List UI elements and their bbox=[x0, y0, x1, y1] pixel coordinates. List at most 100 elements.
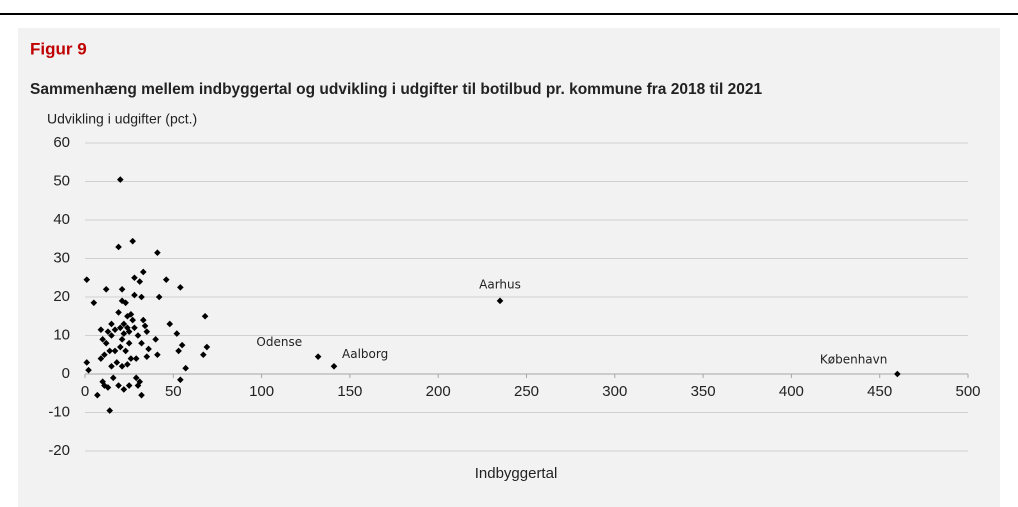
point bbox=[139, 268, 147, 276]
point bbox=[118, 336, 126, 343]
figure-label: Figur 9 bbox=[30, 39, 87, 58]
x-tick-label: 300 bbox=[602, 383, 627, 400]
point bbox=[90, 299, 98, 307]
point bbox=[104, 384, 112, 391]
point bbox=[118, 286, 126, 293]
point bbox=[122, 347, 129, 355]
point bbox=[97, 355, 105, 362]
x-tick-label: 50 bbox=[165, 383, 182, 400]
point bbox=[127, 355, 135, 362]
x-tick-label: 400 bbox=[779, 383, 804, 400]
point bbox=[106, 407, 114, 414]
point bbox=[182, 364, 189, 372]
point bbox=[102, 286, 110, 293]
point bbox=[154, 249, 161, 257]
point bbox=[104, 328, 112, 335]
y-tick-label: 0 bbox=[62, 365, 70, 382]
point bbox=[115, 243, 122, 251]
annotation: København bbox=[820, 353, 887, 367]
point bbox=[132, 374, 140, 382]
point bbox=[131, 324, 138, 332]
point bbox=[894, 370, 901, 378]
point bbox=[101, 351, 108, 359]
point bbox=[124, 361, 131, 368]
x-axis-label: Indbyggertal bbox=[475, 465, 558, 482]
x-tick-label: 150 bbox=[337, 383, 362, 400]
point bbox=[141, 322, 149, 330]
panel bbox=[18, 28, 1000, 507]
point bbox=[125, 328, 133, 335]
point bbox=[101, 382, 108, 389]
x-tick-label: 200 bbox=[426, 383, 451, 400]
annotation: Aarhus bbox=[479, 277, 521, 291]
x-tick-label: 250 bbox=[514, 383, 539, 400]
point bbox=[131, 291, 138, 299]
point bbox=[125, 382, 133, 389]
point bbox=[136, 278, 144, 285]
point bbox=[99, 336, 106, 343]
point bbox=[155, 293, 163, 301]
point bbox=[138, 293, 145, 301]
x-tick-label: 350 bbox=[691, 383, 716, 400]
point bbox=[134, 332, 142, 339]
point bbox=[125, 339, 133, 347]
point bbox=[131, 274, 138, 282]
point bbox=[200, 351, 207, 359]
point bbox=[118, 363, 126, 370]
point bbox=[175, 347, 182, 355]
point bbox=[83, 276, 91, 283]
point bbox=[124, 324, 131, 332]
point bbox=[177, 376, 184, 384]
y-tick-label: -20 bbox=[48, 442, 70, 459]
y-tick-label: 50 bbox=[53, 172, 70, 189]
point bbox=[117, 343, 124, 351]
point bbox=[115, 382, 122, 389]
point bbox=[111, 347, 119, 355]
point bbox=[120, 386, 128, 393]
point bbox=[162, 276, 170, 283]
point bbox=[138, 339, 145, 347]
y-tick-label: 10 bbox=[53, 326, 70, 343]
point bbox=[94, 391, 101, 399]
annotation: Odense bbox=[256, 335, 302, 349]
point bbox=[83, 359, 91, 366]
point bbox=[177, 284, 184, 291]
point bbox=[314, 353, 322, 360]
point bbox=[102, 339, 110, 347]
point bbox=[330, 363, 338, 370]
point bbox=[143, 328, 151, 335]
point bbox=[129, 237, 136, 245]
point bbox=[120, 320, 128, 328]
point bbox=[152, 336, 159, 343]
point bbox=[85, 366, 92, 374]
point bbox=[178, 341, 186, 349]
annotation: Aalborg bbox=[342, 347, 388, 361]
point bbox=[203, 343, 211, 351]
point bbox=[109, 374, 117, 382]
point bbox=[115, 309, 122, 316]
point bbox=[97, 326, 105, 334]
point bbox=[106, 347, 114, 355]
point bbox=[108, 320, 115, 328]
y-tick-label: 20 bbox=[53, 288, 70, 305]
x-tick-label: 450 bbox=[867, 383, 892, 400]
point bbox=[122, 299, 129, 307]
point bbox=[108, 363, 115, 370]
point bbox=[139, 316, 147, 324]
point bbox=[117, 176, 124, 183]
point bbox=[129, 316, 136, 324]
point bbox=[496, 297, 504, 305]
point bbox=[132, 355, 140, 362]
point bbox=[145, 345, 152, 353]
x-tick-label: 100 bbox=[249, 383, 274, 400]
point bbox=[173, 330, 181, 337]
chart-title: Sammenhæng mellem indbyggertal og udvikl… bbox=[30, 81, 762, 98]
point bbox=[154, 351, 161, 359]
point bbox=[113, 359, 121, 366]
x-tick-label: 500 bbox=[955, 383, 980, 400]
x-tick-label: 0 bbox=[81, 383, 89, 400]
point bbox=[136, 378, 144, 385]
point bbox=[108, 332, 115, 339]
point bbox=[120, 330, 128, 337]
